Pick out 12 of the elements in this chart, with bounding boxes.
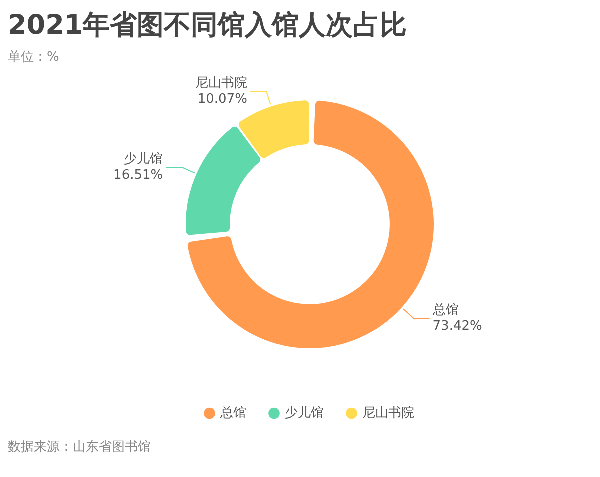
- data-label: 73.42%: [432, 318, 482, 334]
- slice-label: 总馆: [432, 302, 459, 318]
- data-label: 10.07%: [198, 92, 248, 107]
- data-label: 16.51%: [114, 168, 164, 183]
- legend-label: 少儿馆: [284, 406, 324, 421]
- chart-subtitle: 单位：%: [8, 49, 60, 66]
- slice-label: 尼山书院: [195, 76, 248, 91]
- legend-label: 尼山书院: [362, 406, 414, 421]
- legend-label: 总馆: [219, 406, 246, 421]
- slice-label: 少儿馆: [124, 152, 164, 167]
- chart-title: 2021年省图不同馆入馆人次占比: [8, 9, 408, 43]
- source-note: 数据来源：山东省图书馆: [8, 439, 152, 456]
